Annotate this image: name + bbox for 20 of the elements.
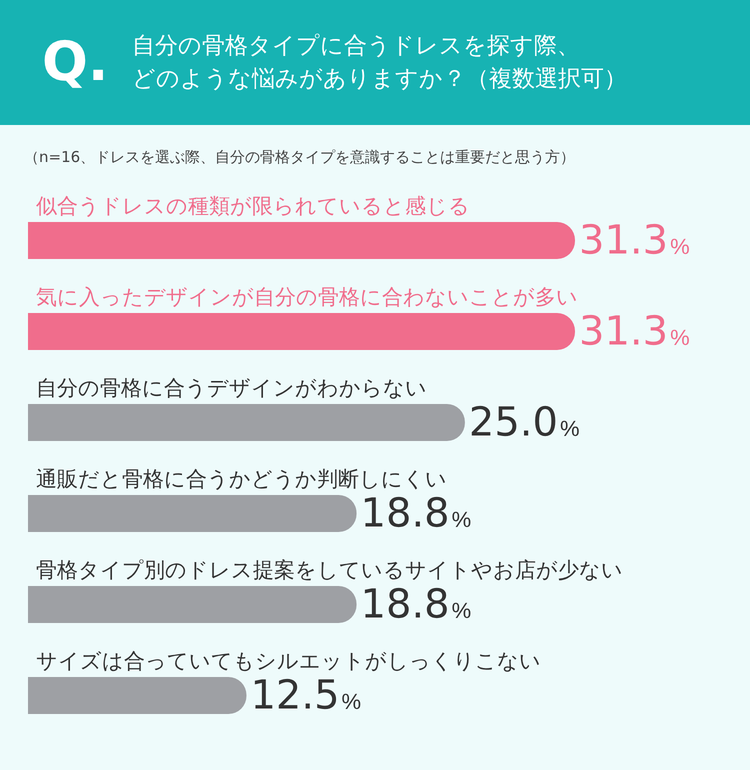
bar: [28, 586, 357, 623]
bar: [28, 222, 575, 259]
data-label: 31.3%: [579, 218, 690, 264]
bar: [28, 313, 575, 350]
y-tick-label: 気に入ったデザインが自分の骨格に合わないことが多い: [36, 285, 578, 309]
bar: [28, 495, 357, 532]
bar: [28, 404, 465, 441]
bar: [28, 677, 246, 714]
data-label: 25.0%: [468, 400, 580, 446]
y-tick-label: サイズは合っていてもシルエットがしっくりこない: [36, 649, 541, 673]
chart-title: Q. 自分の骨格タイプに合うドレスを探す際、どのような悩みがありますか？（複数選択可）: [42, 29, 628, 95]
data-label: 12.5%: [250, 672, 362, 718]
y-tick-label: 自分の骨格に合うデザインがわからない: [36, 376, 427, 400]
y-tick-label: 似合うドレスの種類が限られていると感じる: [36, 194, 470, 218]
y-tick-label: 通販だと骨格に合うかどうか判断しにくい: [36, 467, 447, 491]
data-label: 18.8%: [360, 582, 472, 628]
chart-subtitle: （n=16、ドレスを選ぶ際、自分の骨格タイプを意識することは重要だと思う方）: [24, 148, 576, 167]
data-label: 31.3%: [579, 308, 690, 354]
y-tick-label: 骨格タイプ別のドレス提案をしているサイトやお店が少ない: [36, 558, 623, 582]
data-label: 18.8%: [360, 490, 472, 536]
